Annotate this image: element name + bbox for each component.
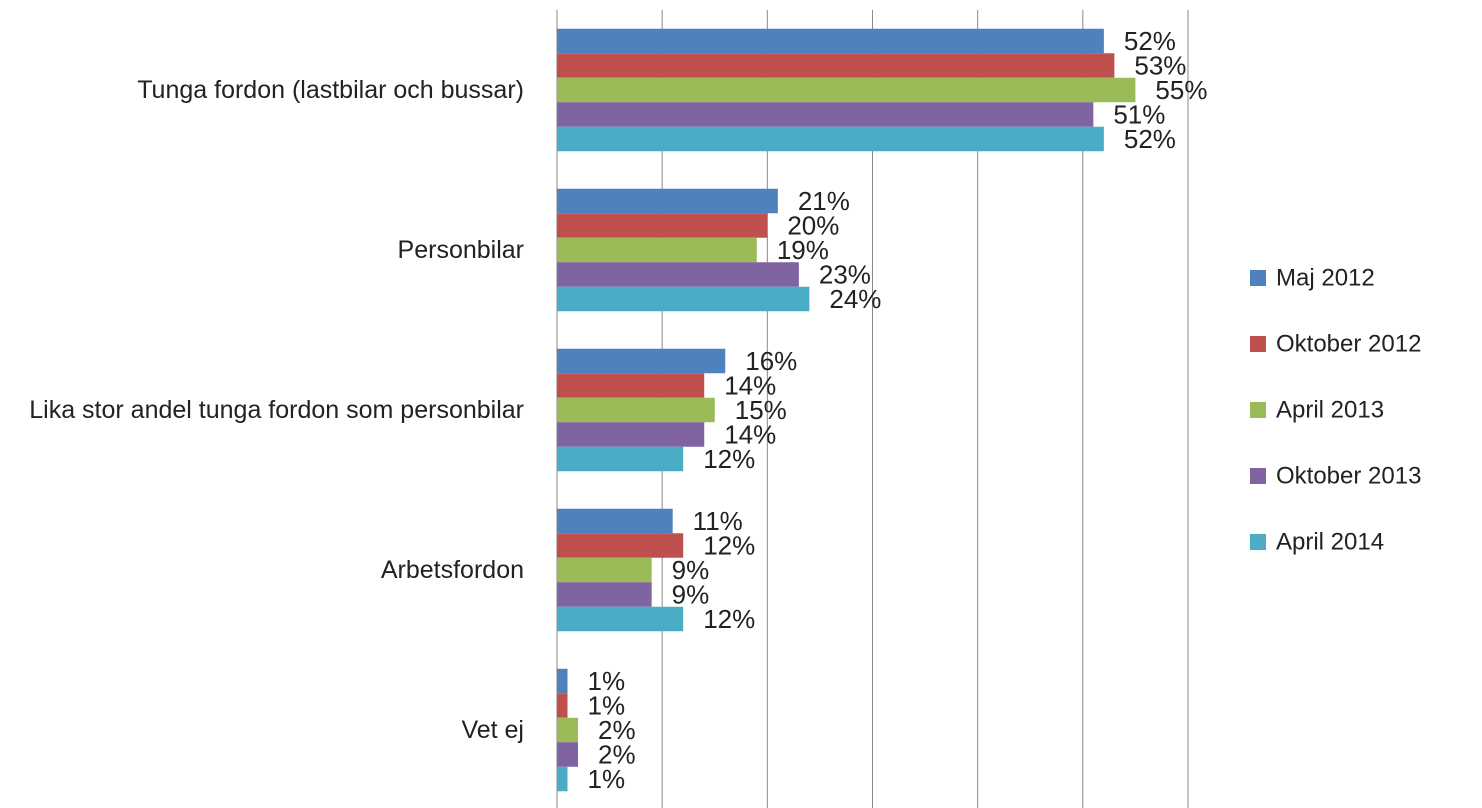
value-label: 51% [1113,99,1165,129]
bar [557,28,1104,54]
bar [557,668,568,694]
bar [557,286,810,312]
bar [557,717,579,743]
bar [557,188,778,214]
value-label: 16% [745,346,797,376]
bar [557,693,568,718]
bar [557,508,673,534]
value-label: 11% [693,506,743,536]
category-label: Tunga fordon (lastbilar och bussar) [137,76,524,104]
bar [557,373,705,398]
bar [557,397,715,423]
value-label: 1% [588,690,626,720]
value-label: 2% [598,715,636,745]
value-label: 15% [735,395,787,425]
legend-swatch [1250,336,1266,352]
bar [557,533,684,558]
legend-swatch [1250,402,1266,418]
value-label: 19% [777,235,829,265]
bar [557,213,768,238]
value-label: 23% [819,259,871,289]
value-label: 52% [1124,124,1176,154]
bar [557,348,726,374]
value-label: 53% [1134,50,1186,80]
legend-label: Oktober 2012 [1276,330,1421,357]
legend-label: Maj 2012 [1276,264,1375,291]
bar [557,446,684,472]
bar [557,557,652,583]
value-label: 14% [724,419,776,449]
legend-swatch [1250,534,1266,550]
value-label: 52% [1124,26,1176,56]
bar [557,77,1136,103]
value-label: 9% [672,555,710,585]
value-label: 1% [588,666,626,696]
value-label: 55% [1155,75,1207,105]
bar [557,262,799,287]
legend-label: April 2014 [1276,528,1384,555]
legend-label: Oktober 2013 [1276,462,1421,489]
bar [557,422,705,447]
legend-swatch [1250,468,1266,484]
value-label: 2% [598,739,636,769]
value-label: 9% [672,579,710,609]
bar [557,766,568,792]
value-label: 12% [703,444,755,474]
category-label: Arbetsfordon [380,556,524,584]
category-label: Lika stor andel tunga fordon som personb… [29,396,524,424]
value-label: 21% [798,186,850,216]
bar [557,742,579,767]
category-label: Vet ej [461,716,524,744]
bar [557,53,1115,78]
value-label: 20% [787,210,839,240]
value-label: 14% [724,370,776,400]
legend-label: April 2013 [1276,396,1384,423]
legend-swatch [1250,270,1266,286]
value-label: 12% [703,604,755,634]
bar [557,606,684,632]
bar [557,102,1094,127]
category-label: Personbilar [397,236,524,264]
bar [557,582,652,607]
bar [557,237,757,263]
value-label: 1% [588,764,626,794]
value-label: 24% [829,284,881,314]
bar [557,126,1104,152]
value-label: 12% [703,530,755,560]
